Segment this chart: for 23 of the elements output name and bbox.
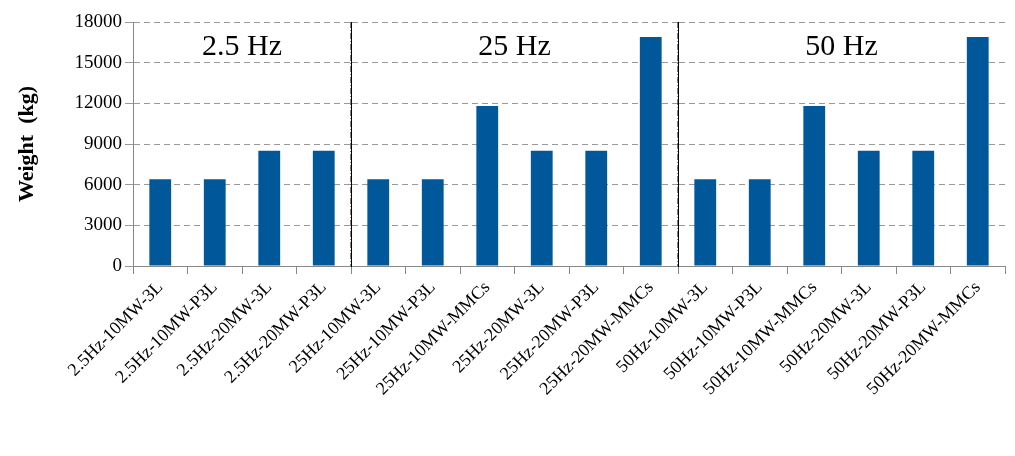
- chart-title: 50 Hz: [805, 27, 878, 61]
- bar: [639, 36, 662, 266]
- bar: [585, 150, 608, 266]
- y-tick-label: 15000: [74, 50, 122, 72]
- bar: [530, 150, 553, 266]
- bar: [748, 179, 771, 266]
- chart-title: 2.5 Hz: [202, 27, 282, 61]
- y-axis-title: Weight (kg): [12, 85, 38, 203]
- y-tick-label: 9000: [84, 131, 122, 153]
- bar: [912, 150, 935, 266]
- y-tick-label: 6000: [84, 172, 122, 194]
- y-tick-label: 3000: [84, 213, 122, 235]
- bar: [966, 36, 989, 266]
- y-tick-label: 18000: [74, 9, 122, 31]
- y-tick-label: 12000: [74, 91, 122, 113]
- chart-title: 25 Hz: [478, 27, 551, 61]
- y-tick-label: 0: [112, 253, 122, 275]
- bar: [367, 179, 390, 266]
- bar: [476, 106, 499, 266]
- bar: [803, 106, 826, 266]
- bar: [857, 150, 880, 266]
- bar: [694, 179, 717, 266]
- bar: [421, 179, 444, 266]
